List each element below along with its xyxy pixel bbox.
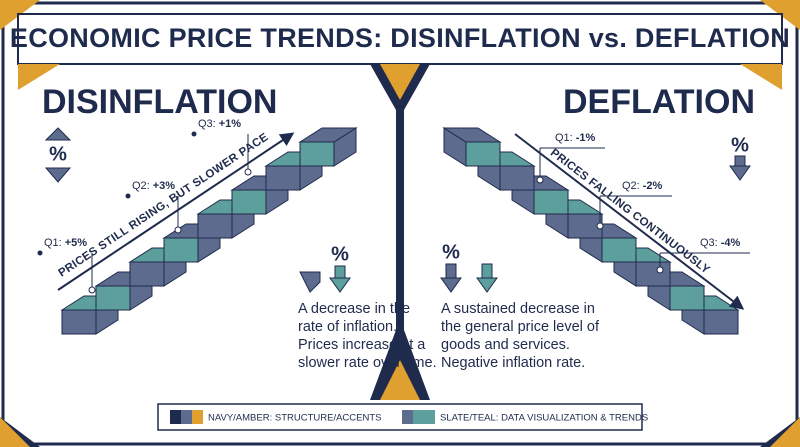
step-riser [703, 309, 739, 335]
legend-label: SLATE/TEAL: DATA VISUALIZATION & TRENDS [440, 413, 648, 424]
step-riser [129, 261, 165, 287]
right-heading: DEFLATION [563, 83, 755, 121]
description-line: rate of inflation. [298, 319, 397, 335]
step-tread [442, 127, 502, 143]
callout-label: Q2: +3% [132, 180, 175, 192]
step-riser [601, 237, 637, 263]
step-riser [299, 141, 335, 167]
change: +1% [219, 118, 242, 130]
description-line: goods and services. [441, 337, 570, 353]
step-riser [231, 189, 267, 215]
title: ECONOMIC PRICE TRENDS: DISINFLATION vs. … [10, 23, 790, 53]
change: -2% [643, 180, 663, 192]
callout-dot [125, 193, 131, 199]
step-riser [197, 213, 233, 239]
quarter: Q2: [132, 180, 150, 192]
callout-dot [244, 168, 252, 176]
change: -1% [576, 132, 596, 144]
description-line: A decrease in the [298, 301, 410, 317]
icons [44, 127, 751, 293]
description-line: Prices increase at a [298, 337, 426, 353]
step-riser [533, 189, 569, 215]
change: +3% [153, 180, 176, 192]
right-icon-top: % [731, 134, 749, 156]
callout-dot [88, 286, 96, 294]
callout-dot [191, 131, 197, 137]
step-riser [635, 261, 671, 287]
callout-dot [596, 222, 604, 230]
step-riser [499, 165, 535, 191]
callout-label: Q3: -4% [700, 237, 741, 249]
callout-label: Q1: -1% [555, 132, 596, 144]
step-riser [163, 237, 199, 263]
left-stairs [60, 127, 358, 335]
right-icon-bottom: % [442, 241, 460, 263]
description-line: A sustained decrease in [441, 301, 595, 317]
callout-dot [656, 266, 664, 274]
quarter: Q2: [622, 180, 640, 192]
callout-label: Q2: -2% [622, 180, 663, 192]
rise-arrow [57, 132, 295, 291]
left-icon-bottom: % [331, 243, 349, 265]
callout-label: Q3: +1% [198, 118, 241, 130]
left-icon-top: % [49, 143, 67, 165]
legend-label: NAVY/AMBER: STRUCTURE/ACCENTS [208, 413, 381, 424]
step-tread [298, 127, 358, 143]
description-line: the general price level of [441, 319, 600, 335]
callout-label: Q1: +5% [44, 237, 87, 249]
quarter: Q3: [198, 118, 216, 130]
step-riser [465, 141, 501, 167]
step-riser [61, 309, 97, 335]
change: +5% [65, 237, 88, 249]
step-riser [669, 285, 705, 311]
description-line: Negative inflation rate. [441, 355, 585, 371]
left-heading: DISINFLATION [42, 83, 277, 121]
change: -4% [721, 237, 741, 249]
description-line: slower rate over time. [298, 355, 437, 371]
quarter: Q3: [700, 237, 718, 249]
quarter: Q1: [44, 237, 62, 249]
callout-dot [536, 176, 544, 184]
callout-dot [174, 226, 182, 234]
step-riser [265, 165, 301, 191]
quarter: Q1: [555, 132, 573, 144]
step-riser [95, 285, 131, 311]
legend-swatches [170, 410, 435, 424]
callout-dot [37, 250, 43, 256]
legend-box [157, 403, 643, 431]
fall-arrow [514, 133, 745, 310]
